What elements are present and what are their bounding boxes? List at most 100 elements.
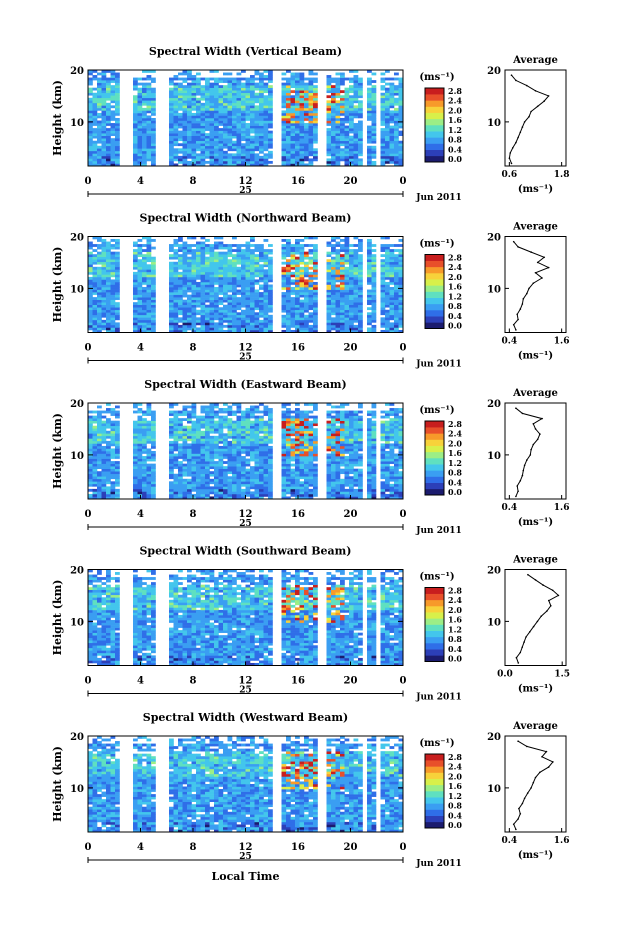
heatmap-cell <box>214 309 219 313</box>
heatmap-cell <box>385 287 390 290</box>
heatmap-cell <box>88 140 93 144</box>
heatmap-cell <box>398 110 404 114</box>
heatmap-cell <box>304 105 309 109</box>
heatmap-cell <box>259 123 264 126</box>
heatmap-cell <box>214 478 219 482</box>
heatmap-cell <box>173 249 179 252</box>
heatmap-cell <box>209 448 215 452</box>
heatmap-cell <box>394 259 399 263</box>
heatmap-cell <box>326 90 332 94</box>
heatmap-cell <box>290 115 296 119</box>
heatmap-cell <box>389 130 395 134</box>
heatmap-cell <box>313 236 318 240</box>
heatmap-cell <box>137 466 143 469</box>
heatmap-cell <box>304 95 309 99</box>
heatmap-cell <box>227 120 233 124</box>
heatmap-cell <box>182 289 188 293</box>
heatmap-cell <box>290 251 296 255</box>
heatmap-cell <box>353 100 359 104</box>
heatmap-cell <box>169 261 174 265</box>
heatmap-cell <box>245 304 251 308</box>
heatmap-cell <box>286 312 291 316</box>
heatmap-cell <box>205 264 210 268</box>
heatmap-cell <box>110 322 116 326</box>
heatmap-cell <box>196 82 201 86</box>
heatmap-cell <box>151 110 156 114</box>
heatmap-cell <box>308 77 314 81</box>
heatmap-cell <box>169 456 174 459</box>
heatmap-cell <box>259 327 264 331</box>
heatmap-cell <box>308 317 314 321</box>
heatmap-cell <box>173 423 179 427</box>
heatmap-cell <box>281 254 287 258</box>
heatmap-cell <box>223 473 228 477</box>
heatmap-cell <box>331 105 336 109</box>
heatmap-cell <box>101 309 107 313</box>
heatmap-cell <box>232 264 237 268</box>
heatmap-cell <box>218 264 224 268</box>
heatmap-cell <box>101 112 107 116</box>
heatmap-field <box>88 236 404 333</box>
heatmap-cell <box>254 115 260 119</box>
heatmap-cell <box>200 85 206 88</box>
heatmap-cell <box>259 128 264 131</box>
heatmap-cell <box>344 163 350 167</box>
heatmap-cell <box>142 155 147 159</box>
heatmap-cell <box>106 491 111 495</box>
heatmap-cell <box>353 299 359 303</box>
heatmap-cell <box>353 271 359 275</box>
heatmap-cell <box>340 294 345 298</box>
heatmap-cell <box>394 100 399 104</box>
heatmap-cell <box>389 292 395 295</box>
heatmap-cell <box>313 153 318 157</box>
heatmap-cell <box>142 244 147 247</box>
heatmap-cell <box>191 143 197 147</box>
heatmap-cell <box>133 309 138 313</box>
heatmap-cell <box>245 244 251 247</box>
heatmap-cell <box>250 82 255 86</box>
heatmap-cell <box>214 110 219 114</box>
heatmap-cell <box>367 299 372 303</box>
heatmap-cell <box>349 158 354 162</box>
heatmap-cell <box>227 274 233 278</box>
heatmap-cell <box>394 317 399 321</box>
heatmap-cell <box>313 105 318 109</box>
heatmap-cell <box>232 294 237 298</box>
heatmap-cell <box>295 90 300 94</box>
heatmap-cell <box>146 471 152 475</box>
heatmap-cell <box>313 299 318 303</box>
heatmap-cell <box>218 256 224 260</box>
heatmap-cell <box>110 112 116 116</box>
heatmap-cell <box>367 128 372 131</box>
heatmap-cell <box>290 261 296 265</box>
heatmap-cell <box>182 281 188 285</box>
heatmap-cell <box>232 292 237 295</box>
heatmap-cell <box>137 322 143 326</box>
heatmap-cell <box>137 327 143 331</box>
heatmap-cell <box>371 312 377 316</box>
heatmap-cell <box>232 271 237 275</box>
heatmap-cell <box>223 466 228 469</box>
heatmap-cell <box>245 153 251 157</box>
heatmap-cell <box>263 85 269 88</box>
heatmap-cell <box>115 451 120 454</box>
heatmap-cell <box>353 130 359 134</box>
heatmap-cell <box>218 246 224 250</box>
heatmap-cell <box>169 276 174 280</box>
heatmap-cell <box>182 488 188 492</box>
heatmap-cell <box>178 312 183 316</box>
heatmap-cell <box>340 329 345 333</box>
heatmap-cell <box>353 135 359 139</box>
heatmap-cell <box>313 294 318 298</box>
heatmap-cell <box>349 163 354 167</box>
heatmap-cell <box>263 297 269 300</box>
heatmap-cell <box>340 274 345 278</box>
heatmap-cell <box>187 287 192 290</box>
heatmap-cell <box>385 246 390 250</box>
heatmap-cell <box>313 261 318 265</box>
heatmap-cell <box>380 292 386 295</box>
y-tick-label: 20 <box>70 66 84 77</box>
heatmap-cell <box>115 314 120 318</box>
heatmap-cell <box>259 266 264 270</box>
heatmap-cell <box>142 299 147 303</box>
